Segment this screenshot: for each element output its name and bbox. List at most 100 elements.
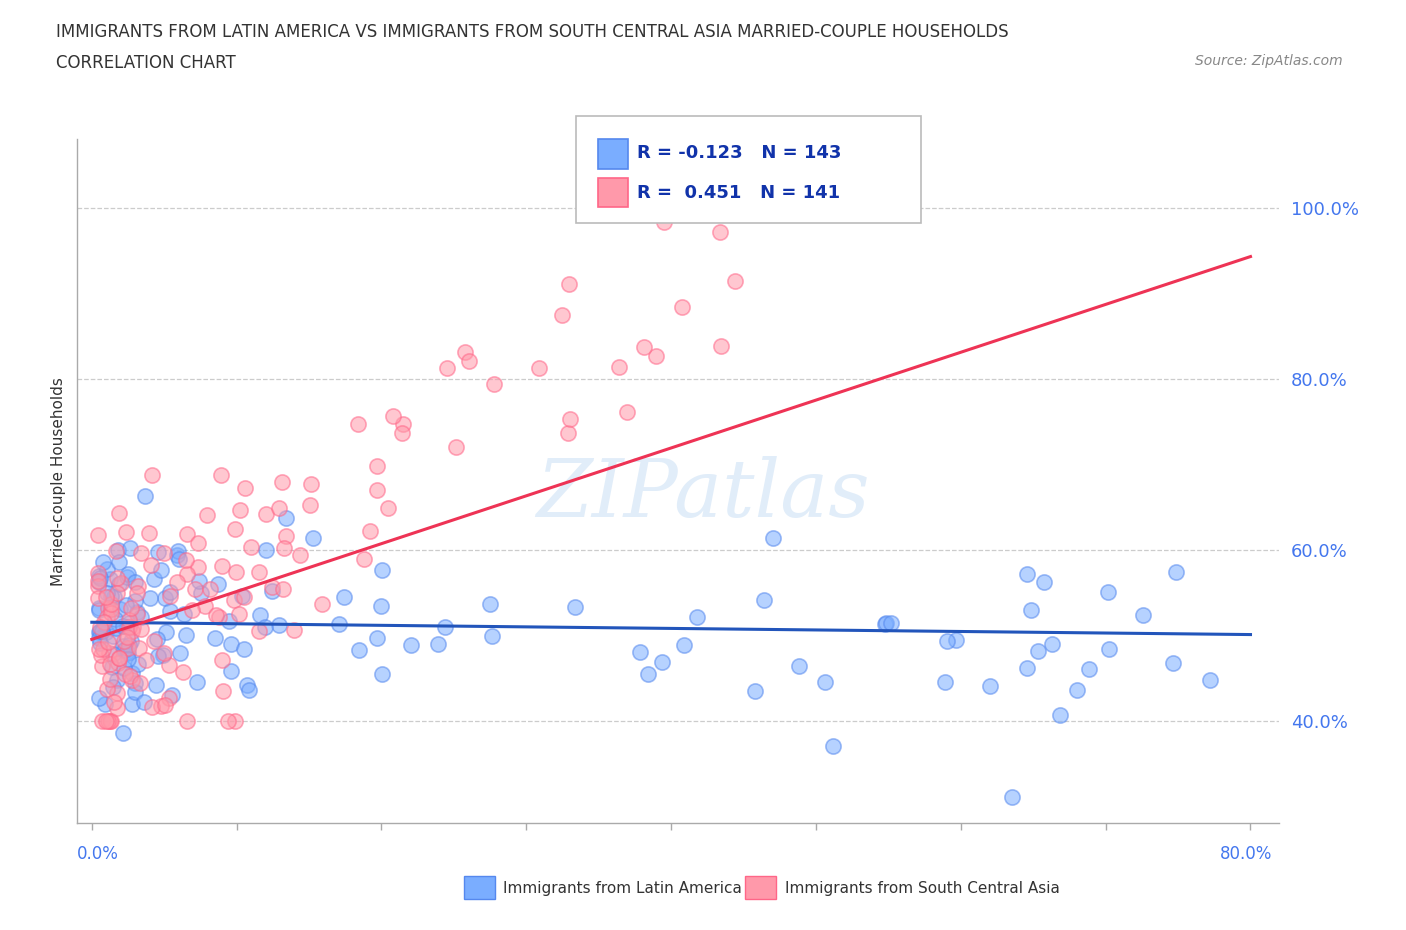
Point — [186, 674, 208, 689]
Point — [121, 697, 143, 711]
Point — [139, 591, 162, 605]
Point — [391, 425, 413, 440]
Point — [115, 644, 138, 659]
Point — [157, 658, 180, 672]
Point — [121, 666, 143, 681]
Point — [204, 631, 226, 645]
Point — [1019, 603, 1042, 618]
Point — [225, 565, 247, 579]
Point — [94, 713, 117, 728]
Point — [141, 468, 163, 483]
Point — [105, 672, 128, 687]
Point — [111, 725, 134, 740]
Point — [427, 637, 450, 652]
Point — [211, 558, 233, 573]
Point — [118, 616, 141, 631]
Point — [187, 535, 209, 550]
Point — [1132, 607, 1154, 622]
Point — [91, 623, 114, 638]
Point — [200, 582, 222, 597]
Point — [115, 570, 138, 585]
Text: ZIPatlas: ZIPatlas — [536, 457, 869, 534]
Point — [114, 643, 136, 658]
Point — [114, 667, 136, 682]
Point — [105, 585, 128, 600]
Point — [107, 577, 129, 591]
Point — [744, 684, 766, 699]
Point — [478, 596, 501, 611]
Point — [224, 522, 246, 537]
Point — [100, 657, 122, 671]
Point — [204, 607, 226, 622]
Point — [129, 621, 152, 636]
Point — [224, 713, 246, 728]
Point — [564, 600, 586, 615]
Point — [142, 572, 165, 587]
Point — [89, 570, 111, 585]
Point — [89, 619, 111, 634]
Point — [686, 609, 709, 624]
Point — [347, 643, 370, 658]
Point — [253, 619, 276, 634]
Point — [87, 603, 110, 618]
Point — [93, 615, 115, 630]
Point — [370, 667, 392, 682]
Point — [176, 713, 198, 728]
Point — [103, 629, 125, 644]
Point — [1032, 575, 1054, 590]
Point — [153, 546, 176, 561]
Point — [333, 590, 356, 604]
Point — [813, 674, 835, 689]
Point — [87, 642, 110, 657]
Point — [127, 578, 149, 593]
Point — [194, 599, 217, 614]
Point — [105, 544, 128, 559]
Point — [1077, 662, 1099, 677]
Point — [105, 700, 128, 715]
Point — [231, 589, 253, 604]
Point — [155, 625, 177, 640]
Point — [103, 589, 125, 604]
Point — [172, 664, 194, 679]
Point — [107, 650, 129, 665]
Point — [111, 618, 134, 633]
Point — [157, 691, 180, 706]
Point — [115, 525, 138, 539]
Point — [298, 498, 321, 512]
Point — [127, 657, 149, 671]
Point — [222, 592, 245, 607]
Point — [149, 563, 172, 578]
Point — [174, 628, 197, 643]
Point — [91, 642, 114, 657]
Point — [129, 610, 152, 625]
Point — [377, 501, 399, 516]
Point — [558, 276, 581, 291]
Point — [167, 551, 190, 566]
Point — [458, 353, 481, 368]
Point — [218, 614, 240, 629]
Point — [880, 616, 903, 631]
Point — [159, 585, 181, 600]
Point — [262, 583, 284, 598]
Point — [105, 685, 128, 700]
Point — [131, 545, 153, 560]
Point — [652, 215, 675, 230]
Point — [271, 474, 294, 489]
Point — [710, 339, 733, 353]
Point — [96, 562, 118, 577]
Point — [454, 345, 477, 360]
Point — [110, 576, 132, 591]
Point — [1163, 656, 1185, 671]
Point — [1098, 642, 1121, 657]
Point — [159, 589, 181, 604]
Text: 0.0%: 0.0% — [77, 844, 120, 863]
Point — [238, 683, 260, 698]
Point — [100, 588, 122, 603]
Point — [174, 553, 197, 568]
Point — [399, 637, 422, 652]
Point — [146, 544, 169, 559]
Point — [153, 645, 176, 660]
Point — [120, 633, 142, 648]
Point — [111, 639, 134, 654]
Point — [274, 529, 297, 544]
